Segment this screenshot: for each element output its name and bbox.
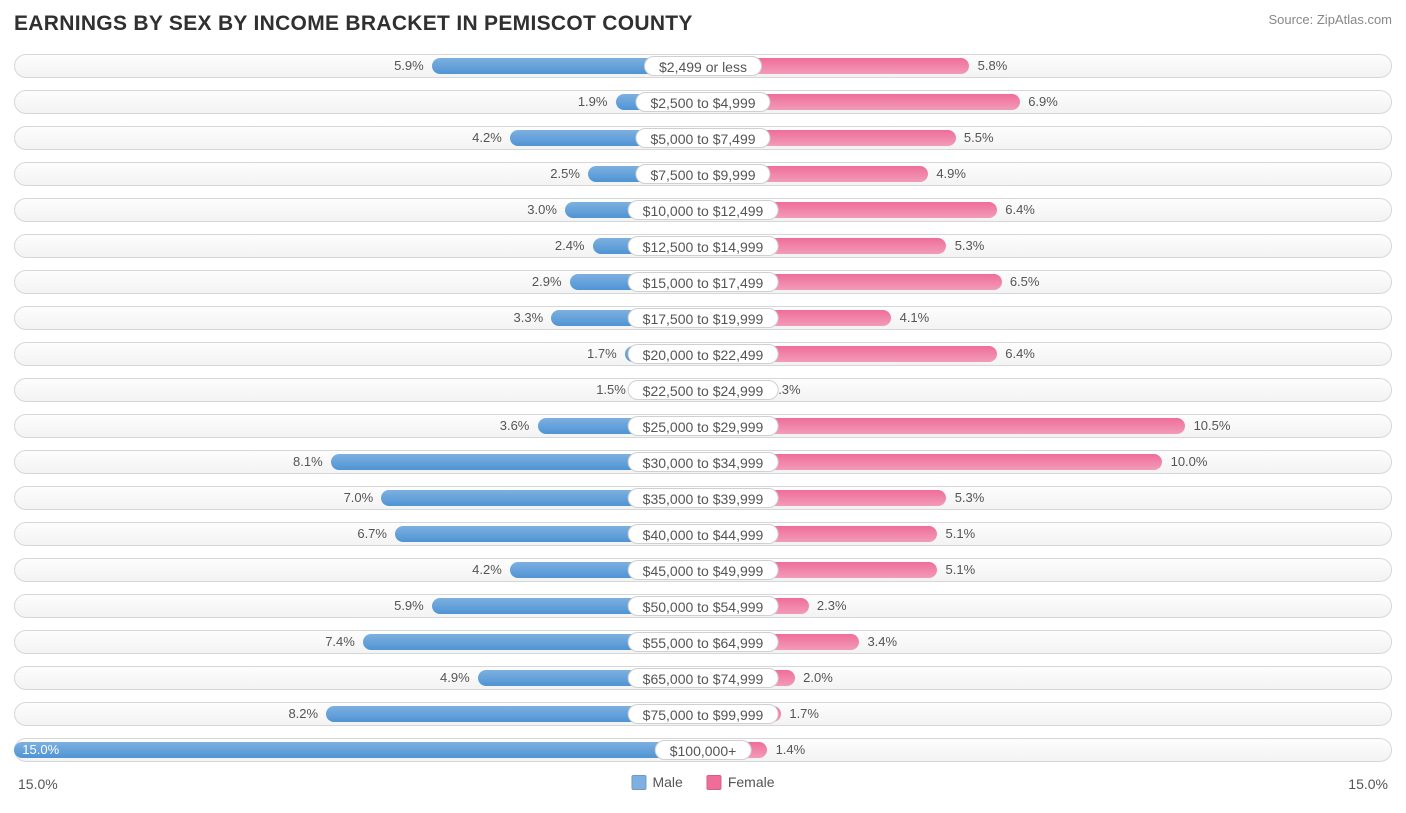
chart-row: $2,499 or less 5.9% 5.8% bbox=[14, 50, 1392, 84]
chart-row: $15,000 to $17,499 2.9% 6.5% bbox=[14, 266, 1392, 300]
female-value: 2.0% bbox=[803, 670, 833, 686]
male-value: 8.2% bbox=[288, 706, 318, 722]
chart-row: $12,500 to $14,999 2.4% 5.3% bbox=[14, 230, 1392, 264]
legend-swatch-female bbox=[707, 775, 722, 790]
bracket-label: $40,000 to $44,999 bbox=[628, 524, 779, 544]
bracket-label: $2,500 to $4,999 bbox=[635, 92, 770, 112]
bracket-label: $45,000 to $49,999 bbox=[628, 560, 779, 580]
legend: Male Female bbox=[631, 774, 774, 790]
bracket-label: $7,500 to $9,999 bbox=[635, 164, 770, 184]
bracket-label: $35,000 to $39,999 bbox=[628, 488, 779, 508]
female-value: 5.1% bbox=[946, 562, 976, 578]
bracket-label: $17,500 to $19,999 bbox=[628, 308, 779, 328]
legend-item-female: Female bbox=[707, 774, 775, 790]
chart-footer: 15.0% Male Female 15.0% bbox=[14, 774, 1392, 800]
bracket-label: $20,000 to $22,499 bbox=[628, 344, 779, 364]
bracket-label: $10,000 to $12,499 bbox=[628, 200, 779, 220]
chart-title: EARNINGS BY SEX BY INCOME BRACKET IN PEM… bbox=[14, 12, 693, 36]
female-value: 5.8% bbox=[978, 58, 1008, 74]
bracket-label: $30,000 to $34,999 bbox=[628, 452, 779, 472]
male-value: 8.1% bbox=[293, 454, 323, 470]
male-value: 5.9% bbox=[394, 598, 424, 614]
male-value: 2.9% bbox=[532, 274, 562, 290]
female-value: 1.7% bbox=[789, 706, 819, 722]
chart-row: $7,500 to $9,999 2.5% 4.9% bbox=[14, 158, 1392, 192]
male-value: 15.0% bbox=[22, 742, 59, 758]
male-value: 4.2% bbox=[472, 130, 502, 146]
female-value: 10.0% bbox=[1171, 454, 1208, 470]
male-value: 3.3% bbox=[514, 310, 544, 326]
chart-row: $40,000 to $44,999 6.7% 5.1% bbox=[14, 518, 1392, 552]
legend-item-male: Male bbox=[631, 774, 682, 790]
bracket-label: $55,000 to $64,999 bbox=[628, 632, 779, 652]
chart-row: $30,000 to $34,999 8.1% 10.0% bbox=[14, 446, 1392, 480]
chart-row: $65,000 to $74,999 4.9% 2.0% bbox=[14, 662, 1392, 696]
male-value: 2.5% bbox=[550, 166, 580, 182]
chart-row: $20,000 to $22,499 1.7% 6.4% bbox=[14, 338, 1392, 372]
bracket-label: $5,000 to $7,499 bbox=[635, 128, 770, 148]
chart-row: $5,000 to $7,499 4.2% 5.5% bbox=[14, 122, 1392, 156]
male-value: 2.4% bbox=[555, 238, 585, 254]
female-value: 5.5% bbox=[964, 130, 994, 146]
bracket-label: $2,499 or less bbox=[644, 56, 762, 76]
chart-source: Source: ZipAtlas.com bbox=[1268, 12, 1392, 27]
female-value: 6.9% bbox=[1028, 94, 1058, 110]
bracket-label: $25,000 to $29,999 bbox=[628, 416, 779, 436]
female-value: 6.5% bbox=[1010, 274, 1040, 290]
bracket-label: $75,000 to $99,999 bbox=[628, 704, 779, 724]
chart-row: $2,500 to $4,999 1.9% 6.9% bbox=[14, 86, 1392, 120]
male-value: 3.6% bbox=[500, 418, 530, 434]
chart-row: $10,000 to $12,499 3.0% 6.4% bbox=[14, 194, 1392, 228]
female-value: 10.5% bbox=[1194, 418, 1231, 434]
male-value: 1.7% bbox=[587, 346, 617, 362]
chart-row: $35,000 to $39,999 7.0% 5.3% bbox=[14, 482, 1392, 516]
legend-label-female: Female bbox=[728, 774, 775, 790]
chart-row: $75,000 to $99,999 8.2% 1.7% bbox=[14, 698, 1392, 732]
female-value: 5.1% bbox=[946, 526, 976, 542]
bracket-label: $15,000 to $17,499 bbox=[628, 272, 779, 292]
axis-max-left: 15.0% bbox=[18, 776, 58, 792]
chart-row: $17,500 to $19,999 3.3% 4.1% bbox=[14, 302, 1392, 336]
male-value: 7.4% bbox=[325, 634, 355, 650]
chart-row: $22,500 to $24,9991.5%1.3% bbox=[14, 374, 1392, 408]
bracket-label: $50,000 to $54,999 bbox=[628, 596, 779, 616]
male-value: 4.2% bbox=[472, 562, 502, 578]
chart-row: $50,000 to $54,999 5.9% 2.3% bbox=[14, 590, 1392, 624]
female-value: 4.1% bbox=[900, 310, 930, 326]
chart-row: $55,000 to $64,999 7.4% 3.4% bbox=[14, 626, 1392, 660]
female-value: 1.4% bbox=[776, 742, 806, 758]
bracket-label: $65,000 to $74,999 bbox=[628, 668, 779, 688]
male-value: 3.0% bbox=[527, 202, 557, 218]
female-value: 2.3% bbox=[817, 598, 847, 614]
male-value: 6.7% bbox=[357, 526, 387, 542]
female-value: 4.9% bbox=[936, 166, 966, 182]
male-value: 1.5% bbox=[596, 382, 626, 398]
chart-row: $45,000 to $49,999 4.2% 5.1% bbox=[14, 554, 1392, 588]
chart-header: EARNINGS BY SEX BY INCOME BRACKET IN PEM… bbox=[14, 12, 1392, 36]
chart-row: $25,000 to $29,999 3.6% 10.5% bbox=[14, 410, 1392, 444]
male-value: 7.0% bbox=[344, 490, 374, 506]
female-value: 5.3% bbox=[955, 490, 985, 506]
female-value: 3.4% bbox=[867, 634, 897, 650]
legend-swatch-male bbox=[631, 775, 646, 790]
legend-label-male: Male bbox=[652, 774, 682, 790]
female-value: 6.4% bbox=[1005, 346, 1035, 362]
axis-max-right: 15.0% bbox=[1348, 776, 1388, 792]
male-value: 4.9% bbox=[440, 670, 470, 686]
male-value: 5.9% bbox=[394, 58, 424, 74]
female-value: 6.4% bbox=[1005, 202, 1035, 218]
male-value: 1.9% bbox=[578, 94, 608, 110]
chart-row: $100,000+ 15.0% 1.4% bbox=[14, 734, 1392, 768]
male-bar bbox=[14, 742, 703, 758]
diverging-bar-chart: $2,499 or less 5.9% 5.8% $2,500 to $4,999 1.… bbox=[14, 50, 1392, 768]
bracket-label: $12,500 to $14,999 bbox=[628, 236, 779, 256]
female-value: 5.3% bbox=[955, 238, 985, 254]
bracket-label: $22,500 to $24,999 bbox=[628, 380, 779, 400]
bracket-label: $100,000+ bbox=[655, 740, 752, 760]
